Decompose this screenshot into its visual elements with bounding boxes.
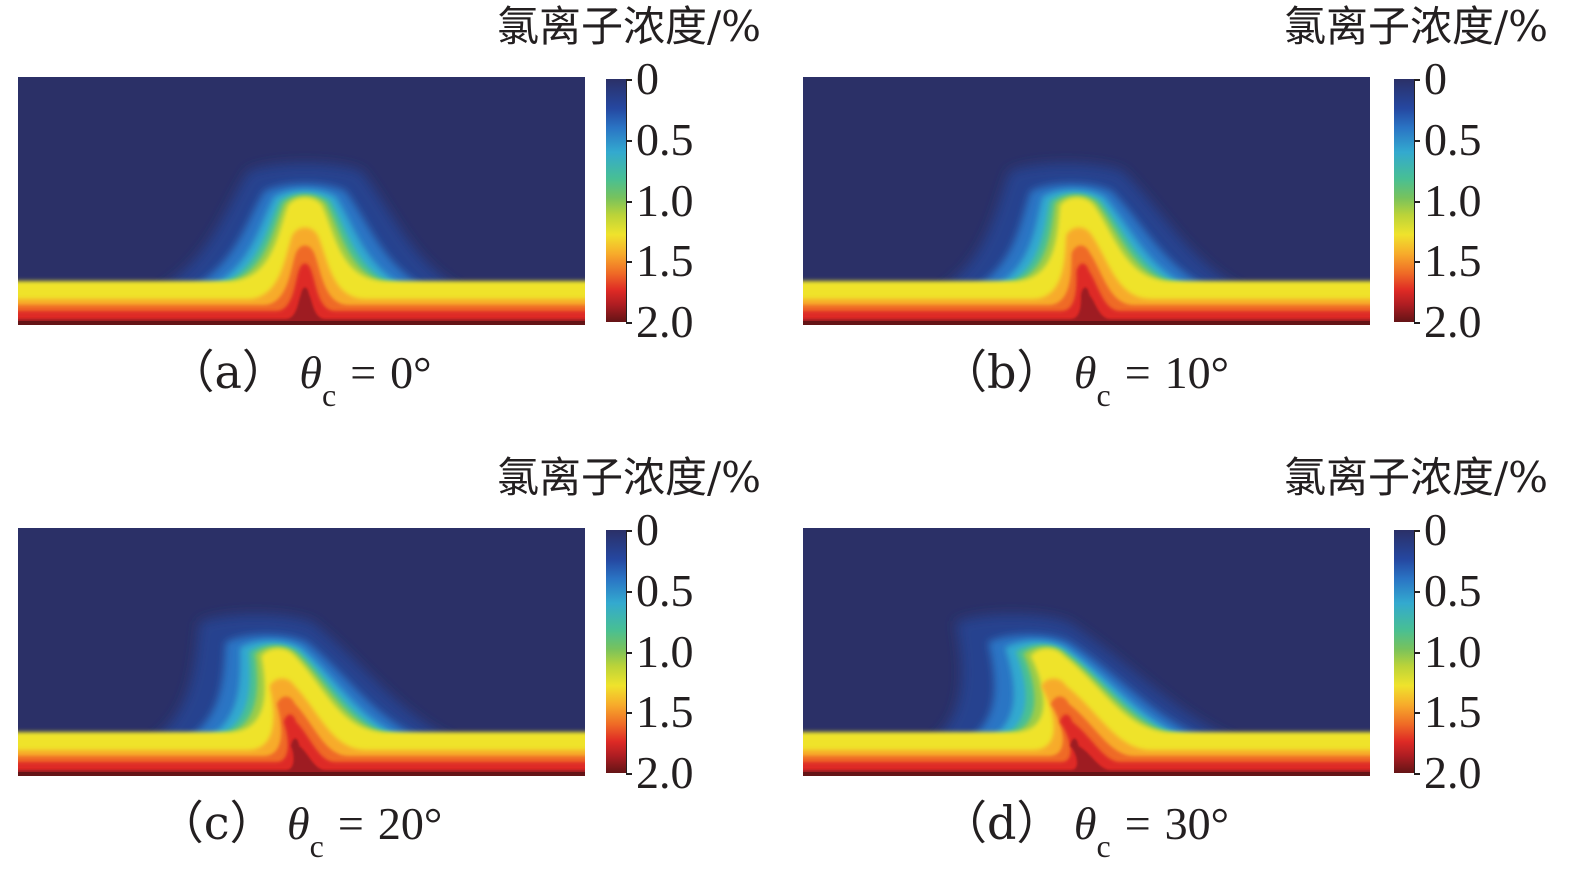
colorbar-tick-label: 0 [636, 53, 659, 104]
colorbar-title: 氯离子浓度/% [1283, 453, 1548, 502]
colorbar-title: 氯离子浓度/% [1283, 2, 1548, 51]
concentration-heatmap [18, 77, 585, 325]
colorbar-tick-label: 1.5 [636, 686, 694, 738]
colorbar-tick [626, 79, 632, 81]
caption-letter: （c） [157, 796, 276, 850]
colorbar-tick-label: 2.0 [636, 296, 694, 347]
colorbar-tick-label: 0.5 [1424, 564, 1482, 616]
angle-value: 30° [1164, 798, 1230, 849]
colorbar-tick-label: 0.5 [636, 564, 694, 616]
panel-caption: （b） θc = 10° [785, 342, 1385, 425]
angle-value: 10° [1164, 347, 1230, 398]
heatmap-bottom-edge [18, 321, 585, 325]
panel-caption: （d） θc = 30° [785, 793, 1385, 876]
colorbar-tick-label: 2.0 [1424, 296, 1482, 347]
colorbar-tick [1414, 590, 1420, 593]
colorbar: 0 0.5 1.0 1.5 2.0 [1394, 507, 1482, 796]
colorbar-tick-label: 1.5 [636, 235, 694, 287]
colorbar-tick-label: 1.5 [1424, 235, 1482, 287]
colorbar-tick-label: 1.0 [1424, 174, 1482, 226]
colorbar-tick [626, 712, 632, 715]
colorbar-tick [1414, 79, 1420, 81]
colorbar-tick-label: 0 [1424, 53, 1447, 104]
panel-c: 氯离子浓度/% 0 0.5 1.0 1.5 2.0 （c） θc = 20° [0, 451, 787, 894]
panel-a: 氯离子浓度/% 0 0.5 1.0 1.5 2.0 （a） θc = 0° [0, 0, 787, 443]
colorbar-tick [1414, 651, 1420, 654]
colorbar-tick-label: 0 [636, 504, 659, 555]
angle-value: 20° [377, 798, 443, 849]
colorbar-tick [1414, 322, 1420, 324]
heatmap-bottom-edge [803, 321, 1370, 325]
colorbar-tick [626, 261, 632, 264]
caption-letter: （a） [168, 345, 288, 399]
angle-value: 0° [390, 347, 432, 398]
colorbar-tick-label: 1.0 [636, 174, 694, 226]
colorbar: 0 0.5 1.0 1.5 2.0 [606, 56, 694, 345]
colorbar-title: 氯离子浓度/% [496, 453, 761, 502]
concentration-heatmap [18, 528, 585, 776]
colorbar-tick [1414, 773, 1420, 775]
colorbar-tick-label: 0.5 [636, 113, 694, 165]
colorbar-tick-label: 0.5 [1424, 113, 1482, 165]
theta-symbol: θ [299, 347, 322, 398]
theta-subscript: c [1096, 377, 1111, 413]
theta-symbol: θ [1073, 798, 1097, 849]
theta-symbol: θ [287, 798, 310, 849]
colorbar-tick-label: 1.5 [1424, 686, 1482, 738]
colorbar-tick [1414, 139, 1420, 142]
colorbar-tick [626, 200, 632, 203]
colorbar-tick [1414, 530, 1420, 532]
colorbar-title: 氯离子浓度/% [496, 2, 761, 51]
colorbar-tick-label: 1.0 [636, 625, 694, 677]
concentration-contour [803, 738, 1370, 776]
colorbar-tick [626, 530, 632, 532]
caption-letter: （b） [940, 345, 1063, 399]
panel-caption: （c） θc = 20° [0, 793, 600, 876]
theta-subscript: c [1096, 828, 1111, 864]
equals-sign: = [350, 347, 377, 398]
concentration-contour [803, 287, 1370, 325]
colorbar: 0 0.5 1.0 1.5 2.0 [1394, 56, 1482, 345]
concentration-heatmap [803, 528, 1370, 776]
heatmap-bottom-edge [18, 772, 585, 776]
concentration-contour [18, 714, 585, 776]
caption-letter: （d） [940, 796, 1063, 850]
equals-sign: = [1124, 347, 1151, 398]
concentration-contour [803, 714, 1370, 776]
colorbar-tick [1414, 712, 1420, 715]
colorbar-tick-label: 0 [1424, 504, 1447, 555]
colorbar: 0 0.5 1.0 1.5 2.0 [606, 507, 694, 796]
equals-sign: = [337, 798, 364, 849]
colorbar-tick [1414, 261, 1420, 264]
colorbar-tick-label: 2.0 [636, 747, 694, 798]
colorbar-tick [626, 773, 632, 775]
concentration-heatmap [803, 77, 1370, 325]
heatmap-bottom-edge [803, 772, 1370, 776]
colorbar-tick [626, 139, 632, 142]
panel-caption: （a） θc = 0° [0, 342, 600, 425]
panel-b: 氯离子浓度/% 0 0.5 1.0 1.5 2.0 （b） θc = 10° [787, 0, 1574, 443]
concentration-contour [18, 287, 585, 325]
colorbar-tick [626, 651, 632, 654]
theta-symbol: θ [1073, 347, 1097, 398]
concentration-contour [18, 738, 585, 776]
theta-subscript: c [321, 377, 337, 413]
colorbar-tick-label: 1.0 [1424, 625, 1482, 677]
colorbar-tick [626, 590, 632, 593]
colorbar-tick [1414, 200, 1420, 203]
theta-subscript: c [309, 828, 324, 864]
colorbar-tick-label: 2.0 [1424, 747, 1482, 798]
colorbar-tick [626, 322, 632, 324]
panel-d: 氯离子浓度/% 0 0.5 1.0 1.5 2.0 （d） θc = 30° [787, 451, 1574, 894]
equals-sign: = [1124, 798, 1151, 849]
